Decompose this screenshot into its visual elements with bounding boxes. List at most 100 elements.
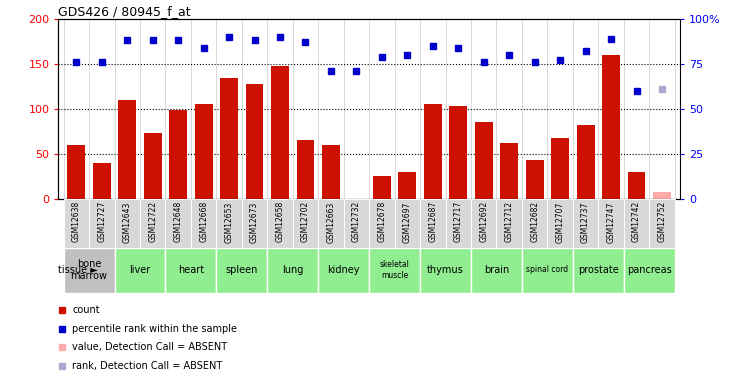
Bar: [471, 248, 522, 292]
Text: brain: brain: [484, 265, 509, 275]
Bar: [602, 55, 620, 199]
Bar: [165, 199, 191, 248]
Bar: [216, 248, 268, 292]
Text: spleen: spleen: [226, 265, 258, 275]
Bar: [89, 199, 115, 248]
Text: GSM12737: GSM12737: [581, 201, 590, 243]
Text: GSM12682: GSM12682: [530, 201, 539, 242]
Text: GSM12687: GSM12687: [428, 201, 437, 243]
Text: pancreas: pancreas: [627, 265, 672, 275]
Bar: [599, 199, 624, 248]
Text: value, Detection Call = ABSENT: value, Detection Call = ABSENT: [72, 342, 227, 352]
Text: GSM12727: GSM12727: [97, 201, 106, 243]
Bar: [653, 192, 671, 199]
Text: GSM12643: GSM12643: [123, 201, 132, 243]
Bar: [220, 78, 238, 199]
Text: GSM12722: GSM12722: [148, 201, 157, 242]
Bar: [140, 199, 165, 248]
Bar: [551, 138, 569, 199]
Bar: [548, 199, 573, 248]
Text: GSM12668: GSM12668: [199, 201, 208, 243]
Text: bone
marrow: bone marrow: [70, 259, 107, 281]
Bar: [471, 199, 496, 248]
Bar: [624, 199, 649, 248]
Text: GSM12717: GSM12717: [454, 201, 463, 243]
Text: GSM12658: GSM12658: [276, 201, 284, 243]
Bar: [242, 199, 268, 248]
Bar: [369, 199, 395, 248]
Bar: [373, 176, 391, 199]
Bar: [526, 160, 544, 199]
Bar: [297, 140, 314, 199]
Text: thymus: thymus: [427, 265, 464, 275]
Bar: [450, 106, 467, 199]
Bar: [170, 110, 187, 199]
Bar: [191, 199, 216, 248]
Bar: [268, 248, 318, 292]
Text: GSM12638: GSM12638: [72, 201, 81, 243]
Bar: [522, 199, 548, 248]
Text: GSM12697: GSM12697: [403, 201, 412, 243]
Bar: [573, 248, 624, 292]
Bar: [573, 199, 599, 248]
Bar: [420, 248, 471, 292]
Bar: [318, 248, 369, 292]
Text: GSM12663: GSM12663: [327, 201, 336, 243]
Text: lung: lung: [282, 265, 303, 275]
Text: GDS426 / 80945_f_at: GDS426 / 80945_f_at: [58, 4, 191, 18]
Bar: [369, 248, 420, 292]
Text: GSM12732: GSM12732: [352, 201, 361, 243]
Bar: [395, 199, 420, 248]
Bar: [475, 122, 493, 199]
Text: GSM12648: GSM12648: [174, 201, 183, 243]
Bar: [246, 84, 263, 199]
Text: kidney: kidney: [327, 265, 360, 275]
Bar: [292, 199, 318, 248]
Bar: [115, 199, 140, 248]
Text: GSM12707: GSM12707: [556, 201, 564, 243]
Bar: [64, 199, 89, 248]
Bar: [165, 248, 216, 292]
Bar: [577, 125, 594, 199]
Text: percentile rank within the sample: percentile rank within the sample: [72, 324, 237, 333]
Text: rank, Detection Call = ABSENT: rank, Detection Call = ABSENT: [72, 361, 222, 371]
Bar: [500, 143, 518, 199]
Text: tissue ►: tissue ►: [58, 265, 98, 275]
Text: GSM12692: GSM12692: [480, 201, 488, 243]
Bar: [322, 145, 340, 199]
Bar: [398, 172, 416, 199]
Bar: [268, 199, 292, 248]
Text: liver: liver: [129, 265, 151, 275]
Bar: [144, 133, 162, 199]
Bar: [67, 145, 86, 199]
Bar: [628, 172, 645, 199]
Bar: [446, 199, 471, 248]
Text: GSM12673: GSM12673: [250, 201, 259, 243]
Text: GSM12752: GSM12752: [657, 201, 667, 243]
Bar: [318, 199, 344, 248]
Bar: [624, 248, 675, 292]
Text: GSM12747: GSM12747: [607, 201, 616, 243]
Bar: [649, 199, 675, 248]
Text: heart: heart: [178, 265, 204, 275]
Text: spinal cord: spinal cord: [526, 266, 569, 274]
Bar: [424, 104, 442, 199]
Text: count: count: [72, 305, 99, 315]
Text: GSM12702: GSM12702: [301, 201, 310, 243]
Bar: [64, 248, 115, 292]
Bar: [344, 199, 369, 248]
Bar: [420, 199, 446, 248]
Text: GSM12742: GSM12742: [632, 201, 641, 243]
Text: skeletal
muscle: skeletal muscle: [379, 260, 409, 280]
Bar: [271, 66, 289, 199]
Text: GSM12653: GSM12653: [224, 201, 234, 243]
Bar: [216, 199, 242, 248]
Text: prostate: prostate: [578, 265, 618, 275]
Text: GSM12678: GSM12678: [377, 201, 387, 243]
Text: GSM12712: GSM12712: [504, 201, 514, 242]
Bar: [118, 100, 136, 199]
Bar: [522, 248, 573, 292]
Bar: [115, 248, 165, 292]
Bar: [194, 104, 213, 199]
Bar: [496, 199, 522, 248]
